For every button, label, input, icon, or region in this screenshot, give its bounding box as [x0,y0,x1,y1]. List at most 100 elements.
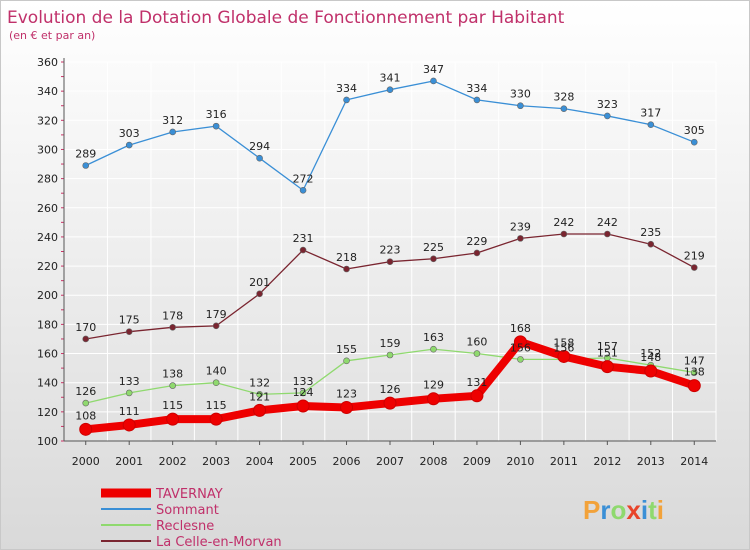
legend-label: La Celle-en-Morvan [156,535,282,549]
data-label: 163 [423,331,444,344]
data-point [687,379,701,393]
data-point [473,96,481,104]
data-label: 126 [75,385,96,398]
data-point [386,258,394,266]
data-point [299,389,307,397]
data-point [604,112,611,120]
data-label: 242 [553,216,574,229]
data-label: 175 [119,314,140,327]
data-label: 235 [640,226,661,239]
data-label: 138 [684,366,705,379]
data-label: 170 [75,321,96,334]
x-tick-label: 2007 [376,455,404,468]
data-label: 178 [162,309,183,322]
data-label: 155 [336,343,357,356]
data-label: 138 [162,368,183,381]
legend-label: Reclesne [156,519,214,534]
data-label: 317 [640,107,661,120]
data-label: 131 [466,376,487,389]
data-point [644,364,658,378]
data-label: 115 [206,399,227,412]
data-label: 124 [293,386,314,399]
data-point [513,335,527,349]
data-point [169,382,176,389]
data-label: 147 [684,354,705,367]
data-point [517,235,524,242]
y-tick-label: 340 [37,85,58,98]
x-tick-label: 2012 [593,455,621,468]
chart-subtitle: (en € et par an) [9,29,95,42]
data-label: 168 [510,322,531,335]
data-point [386,351,394,359]
data-label: 133 [119,375,140,388]
data-point [604,230,611,238]
watermark-text: Proxiti [583,495,664,525]
x-tick-label: 2011 [550,455,578,468]
data-label: 316 [206,108,227,121]
data-point [79,422,93,436]
data-label: 115 [162,399,183,412]
data-label: 157 [597,340,618,353]
data-label: 347 [423,63,444,76]
x-tick-label: 2009 [463,455,491,468]
x-tick-label: 2002 [159,455,187,468]
data-label: 225 [423,241,444,254]
data-label: 151 [597,347,618,360]
data-label: 312 [162,114,183,127]
data-point [690,369,698,376]
axes: 100 120 140 160 180 200 220 240 260 280 300 320 340 3… [37,56,716,468]
y-tick-label: 320 [37,114,58,127]
data-label: 328 [553,91,574,104]
y-tick-label: 280 [37,173,58,186]
proxiti-logo: Proxiti [583,495,664,525]
data-point [560,230,568,238]
data-point [82,162,90,169]
data-label: 158 [553,336,574,349]
data-point [125,389,133,397]
y-tick-label: 200 [37,289,58,302]
data-label: 121 [249,390,270,403]
data-point [473,350,481,357]
data-label: 289 [75,147,96,160]
data-label: 152 [640,347,661,360]
data-label: 123 [336,387,357,400]
data-point [256,290,263,298]
data-point [383,396,397,410]
data-label: 159 [380,337,401,350]
data-point [470,389,484,403]
data-point [82,399,90,407]
data-label: 305 [684,124,705,137]
data-label: 223 [380,244,401,257]
data-point [169,323,176,331]
data-point [212,379,220,386]
y-tick-label: 180 [37,318,58,331]
data-point [517,356,524,363]
data-label: 156 [553,341,574,354]
data-label: 231 [293,232,314,245]
data-label: 179 [206,308,227,321]
data-label: 111 [119,405,140,418]
data-point [690,264,698,271]
data-point [122,418,136,432]
data-point [343,265,350,273]
data-point [343,96,350,104]
data-point [82,335,90,343]
data-label: 156 [510,341,531,354]
data-label: 140 [206,365,227,378]
data-label: 239 [510,220,531,233]
data-point [647,121,655,128]
data-point [166,412,180,426]
y-tick-label: 260 [37,202,58,215]
data-label: 218 [336,251,357,264]
data-point [256,391,263,398]
data-point [299,186,307,194]
x-tick-label: 2014 [680,455,708,468]
data-point [340,400,354,414]
data-label: 108 [75,409,96,422]
data-point [125,328,133,335]
data-label: 229 [466,235,487,248]
y-tick-label: 240 [37,231,58,244]
data-label: 201 [249,276,270,289]
